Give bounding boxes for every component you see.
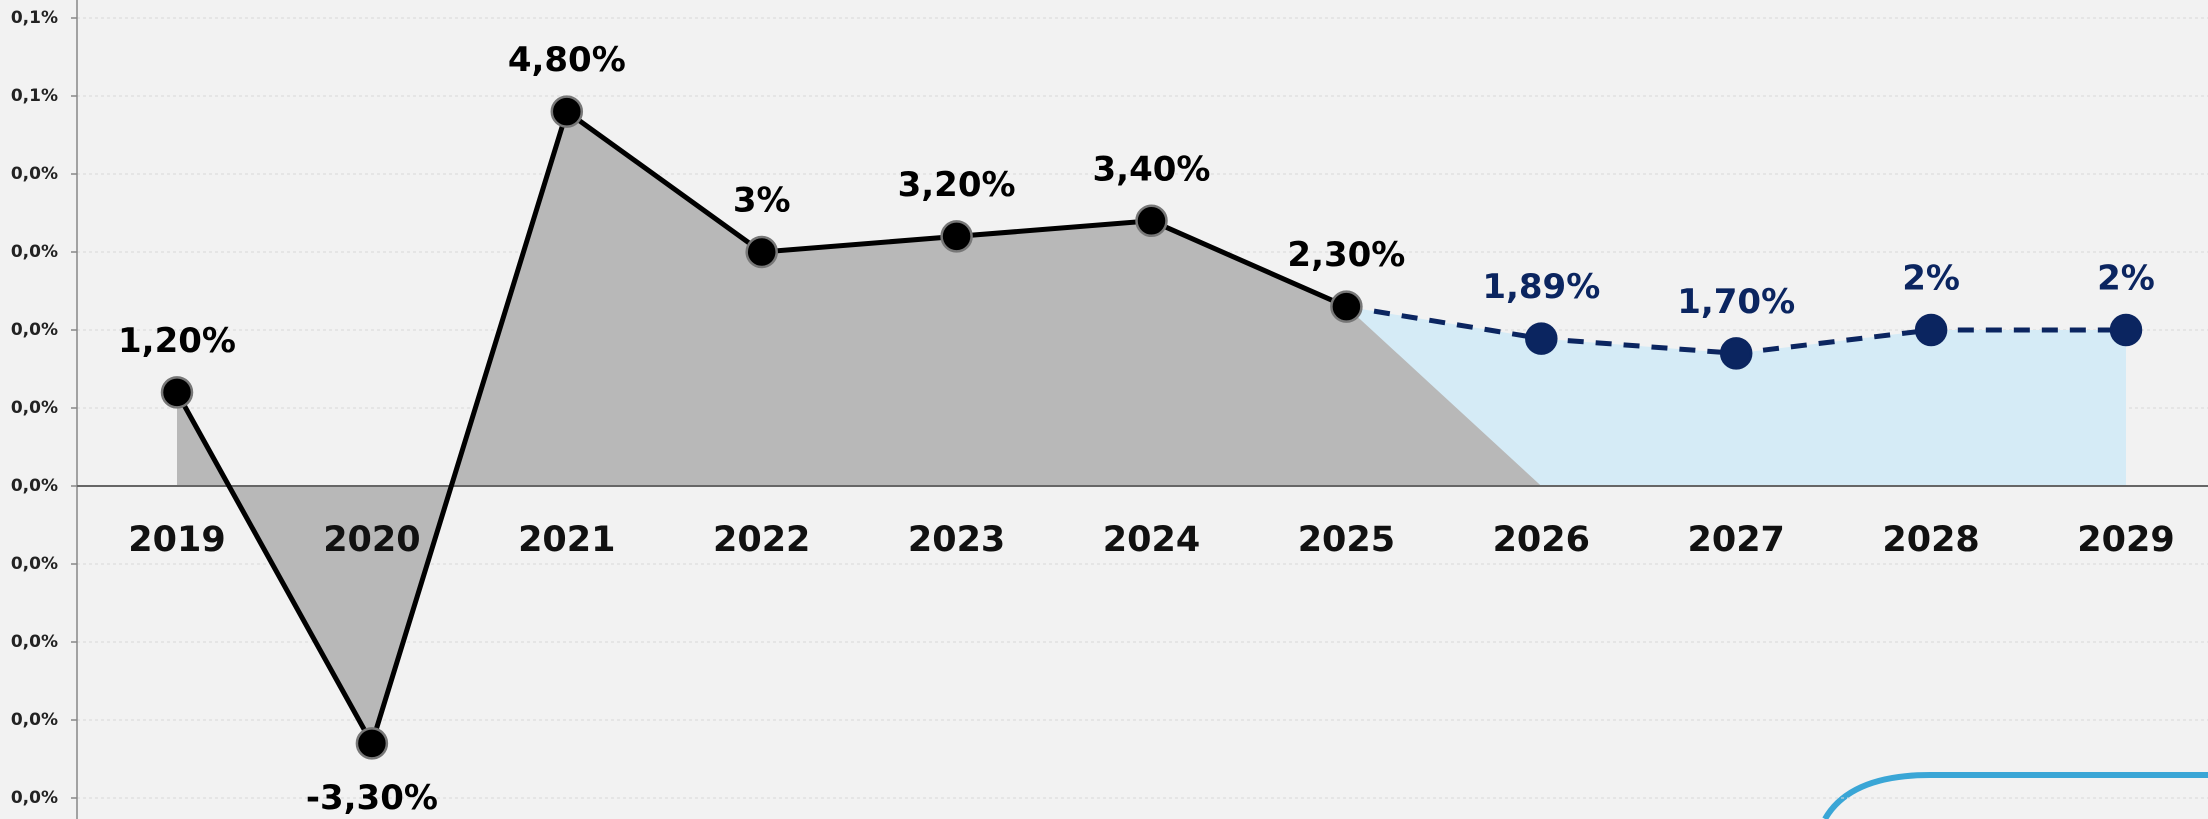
axes: 0,0% 0,0% 0,0% 0,0% 0,0% 0,0% 0,0% 0,0% 0,0% 0,1%…: [11, 0, 2208, 819]
x-tick-label: 2020: [323, 520, 420, 560]
x-tick-label: 2022: [713, 520, 810, 560]
value-label: 1,89%: [1482, 267, 1600, 307]
point: [1330, 290, 1363, 323]
point: [355, 727, 389, 760]
value-label: 1,70%: [1677, 282, 1795, 322]
x-tick-label: 2019: [128, 520, 225, 560]
x-tick-label: 2021: [518, 520, 615, 560]
point: [1914, 313, 1948, 347]
point: [1525, 322, 1558, 355]
x-tick-label: 2023: [908, 520, 1005, 560]
y-tick-label: 0,0%: [11, 242, 58, 262]
x-tick-label: 2028: [1882, 520, 1979, 560]
point: [1135, 204, 1168, 238]
point: [940, 220, 973, 253]
value-label: 2%: [1902, 259, 1960, 299]
marks: 1,20% -3,30% 4,80% 3% 3,20% 3,40% 2,30% 1,89% 1,…: [118, 40, 2155, 818]
y-tick-label: 0,0%: [11, 476, 58, 496]
y-tick-label: 0,0%: [11, 320, 58, 340]
y-tick-label: 0,1%: [11, 86, 58, 106]
value-label: 1,20%: [118, 321, 236, 361]
value-label: 2,30%: [1287, 235, 1405, 275]
y-tick-label: 0,0%: [11, 164, 58, 184]
point: [2109, 313, 2143, 347]
point: [160, 376, 194, 409]
y-tick-label: 0,0%: [11, 788, 58, 808]
y-tick-label: 0,0%: [11, 398, 58, 418]
point: [550, 95, 584, 128]
value-label: -3,30%: [306, 778, 438, 818]
decor-arc: [1822, 772, 2208, 819]
value-label: 3,20%: [898, 165, 1016, 205]
x-tick-label: 2024: [1103, 520, 1200, 560]
y-tick-label: 0,0%: [11, 632, 58, 652]
value-label: 3,40%: [1093, 149, 1211, 189]
value-label: 3%: [733, 181, 791, 221]
y-tick-label: 0,0%: [11, 554, 58, 574]
point: [745, 235, 778, 269]
value-label: 2%: [2097, 259, 2155, 299]
point: [1719, 337, 1753, 370]
x-tick-label: 2027: [1687, 520, 1784, 560]
value-label: 4,80%: [508, 40, 626, 80]
x-tick-label: 2029: [2077, 520, 2174, 560]
x-tick-label: 2026: [1493, 520, 1590, 560]
y-tick-label: 0,1%: [11, 8, 58, 28]
y-tick-label: 0,0%: [11, 710, 58, 730]
x-tick-label: 2025: [1298, 520, 1395, 560]
